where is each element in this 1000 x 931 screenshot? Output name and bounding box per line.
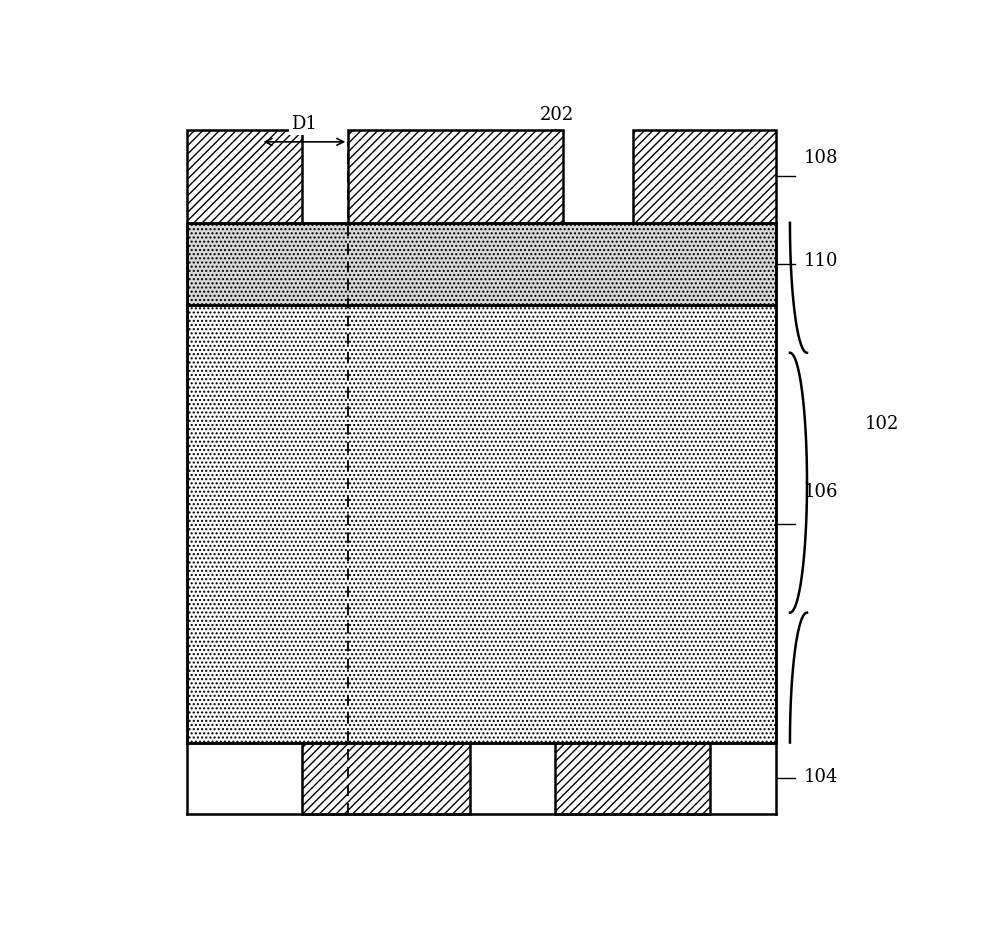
Text: 202: 202 bbox=[540, 105, 574, 124]
Text: 108: 108 bbox=[804, 149, 838, 168]
Bar bbox=[555, 743, 710, 815]
Bar bbox=[348, 129, 563, 223]
Bar bbox=[302, 743, 470, 815]
Bar bbox=[187, 129, 302, 223]
Bar bbox=[187, 305, 776, 743]
Text: 110: 110 bbox=[804, 251, 838, 270]
Bar bbox=[187, 223, 776, 305]
Text: 106: 106 bbox=[804, 482, 838, 501]
Bar bbox=[633, 129, 776, 223]
Text: 102: 102 bbox=[865, 414, 900, 433]
Text: 104: 104 bbox=[804, 768, 838, 786]
Text: D1: D1 bbox=[291, 115, 317, 133]
